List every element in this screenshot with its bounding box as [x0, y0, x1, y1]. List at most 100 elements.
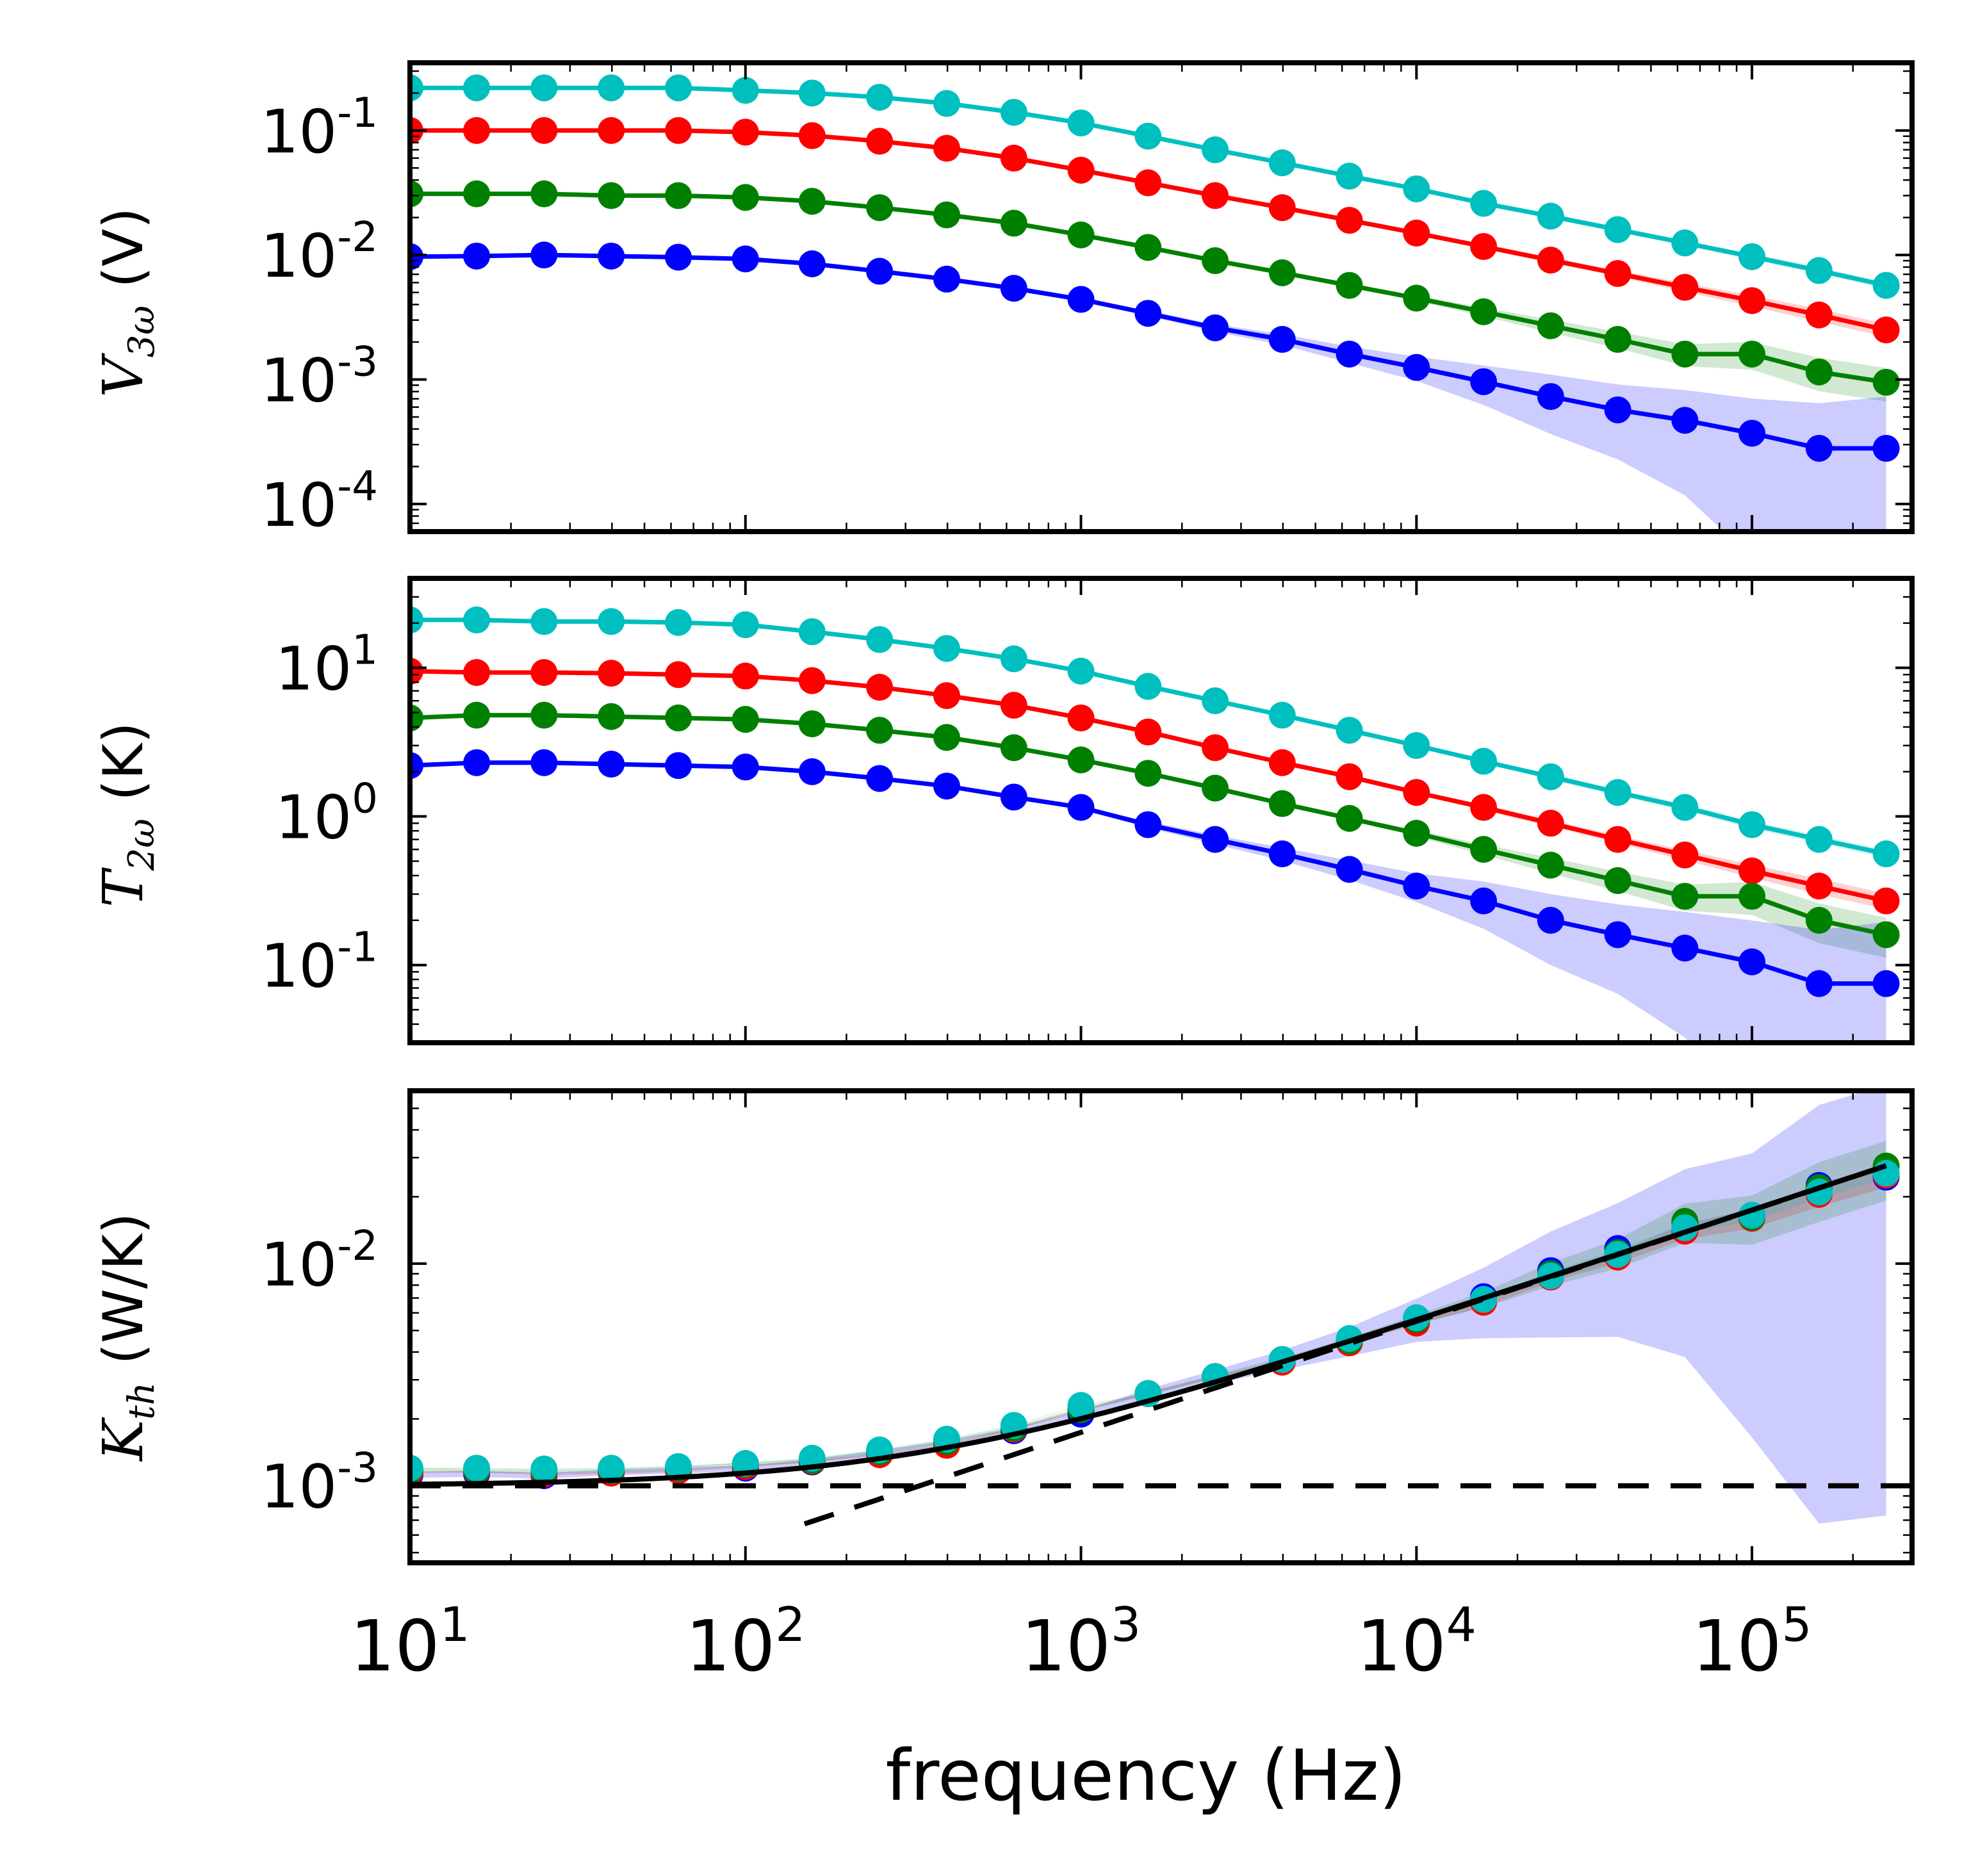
x-tick-label: 102: [685, 1597, 805, 1687]
t2w-blue-point: [732, 753, 759, 781]
v3w-y-axis-label-text: V3ω (V): [92, 208, 163, 398]
t2w-cyan-point: [1537, 763, 1564, 790]
kth-axes-frame: [407, 1088, 1915, 1565]
t2w-red-point: [1336, 763, 1363, 790]
t2w-axes-frame: [407, 576, 1915, 1045]
t2w-red-point: [530, 658, 558, 686]
v3w-y-tick-exponent: -3: [337, 339, 378, 386]
t2w-red-point: [665, 661, 692, 689]
v3w-y-tick-label: 10-4: [261, 463, 378, 541]
t2w-green-point: [665, 704, 692, 731]
v3w-cyan-point: [530, 74, 558, 102]
t2w-red-point: [1537, 810, 1564, 837]
t2w-cyan-point: [665, 608, 692, 636]
t2w-blue-point: [1470, 887, 1498, 915]
v3w-blue-point: [798, 250, 826, 277]
v3w-cyan-point: [1000, 99, 1027, 126]
v3w-blue-point: [1604, 396, 1631, 423]
kth-cyan-point: [463, 1455, 491, 1482]
v3w-blue-point: [1000, 275, 1027, 302]
v3w-green-point: [933, 201, 960, 229]
t2w-series-green: [410, 701, 1900, 949]
x-tick-base: 10: [685, 1605, 775, 1687]
v3w-green-point: [1872, 368, 1900, 396]
t2w-green-point: [732, 706, 759, 733]
t2w-green-point: [1336, 804, 1363, 832]
t2w-series-red: [410, 657, 1900, 915]
v3w-series-blue: [410, 241, 1900, 462]
t2w-red-point: [1268, 749, 1296, 776]
v3w-red-point: [732, 118, 759, 146]
t2w-y-tick-label: 100: [275, 776, 378, 853]
v3w-red-point: [798, 122, 826, 149]
t2w-cyan-point: [1470, 747, 1498, 775]
t2w-green-point: [866, 717, 894, 744]
t2w-blue-point: [598, 750, 625, 778]
v3w-cyan-point: [1671, 229, 1699, 257]
t2w-green-point: [1470, 836, 1498, 863]
v3w-blue-point: [530, 241, 558, 269]
v3w-blue-point: [1202, 314, 1229, 341]
t2w-red-point: [1872, 887, 1900, 915]
v3w-cyan-point: [1537, 202, 1564, 230]
t2w-red-point: [1134, 718, 1162, 746]
v3w-blue-point: [1134, 300, 1162, 327]
kth-y-tick-exponent: -3: [337, 1445, 378, 1492]
x-tick-base: 10: [350, 1605, 439, 1687]
t2w-green-point: [463, 701, 491, 729]
v3w-green-point: [665, 182, 692, 209]
t2w-cyan-point: [1872, 840, 1900, 868]
kth-y-axis-label-text: Kth (W/K): [92, 1212, 163, 1462]
v3w-y-tick-base: 10: [261, 347, 338, 416]
v3w-y-tick-exponent: -4: [337, 463, 378, 510]
x-tick-base: 10: [1692, 1605, 1782, 1687]
t2w-cyan-point: [463, 606, 491, 633]
v3w-red-point: [1134, 169, 1162, 197]
t2w-green-point: [410, 704, 423, 731]
t2w-series-cyan: [410, 606, 1900, 868]
v3w-cyan-point: [598, 74, 625, 102]
t2w-blue-point: [1000, 783, 1027, 811]
t2w-blue-point: [1134, 811, 1162, 838]
v3w-cyan-point: [1336, 162, 1363, 190]
kth-y-tick-label: 10-3: [261, 1445, 378, 1522]
t2w-y-axis-label-text: T2ω (K): [92, 722, 163, 908]
v3w-blue-point: [732, 245, 759, 273]
t2w-blue-point: [463, 749, 491, 776]
v3w-y-tick-base: 10: [261, 471, 338, 541]
v3w-green-point: [1805, 358, 1833, 386]
v3w-y-tick-label: 10-3: [261, 339, 378, 416]
v3w-cyan-point: [1470, 190, 1498, 217]
v3w-blue-point: [933, 265, 960, 293]
v3w-green-point: [1470, 298, 1498, 325]
v3w-blue-point: [463, 242, 491, 270]
v3w-red-point: [1000, 144, 1027, 172]
t2w-blue-point: [1872, 970, 1900, 997]
kth-cyan-point: [665, 1453, 692, 1480]
kth-cyan-point: [1872, 1159, 1900, 1187]
v3w-green-point: [598, 182, 625, 209]
t2w-blue-point: [866, 765, 894, 792]
v3w-red-point: [665, 117, 692, 144]
v3w-y-tick-exponent: -1: [337, 90, 378, 137]
t2w-cyan-point: [598, 608, 625, 635]
v3w-cyan-point: [1202, 136, 1229, 163]
t2w-cyan-point: [1268, 701, 1296, 729]
x-tick-exponent: 3: [1111, 1597, 1141, 1652]
v3w-cyan-point: [798, 79, 826, 107]
v3w-blue-point: [1805, 434, 1833, 462]
t2w-red-point: [933, 682, 960, 710]
t2w-red-point: [866, 674, 894, 701]
t2w-blue-point: [798, 758, 826, 785]
t2w-cyan-point: [1067, 657, 1095, 685]
v3w-green-point: [1067, 221, 1095, 249]
t2w-y-tick-label: 10-1: [261, 924, 378, 1002]
t2w-green-point: [1134, 760, 1162, 787]
v3w-series-cyan: [410, 74, 1900, 299]
x-tick-label: 104: [1357, 1597, 1476, 1687]
t2w-blue-point: [933, 772, 960, 800]
v3w-cyan-point: [1268, 149, 1296, 177]
t2w-green-point: [1537, 851, 1564, 879]
x-tick-exponent: 4: [1446, 1597, 1476, 1652]
t2w-blue-point: [1537, 906, 1564, 934]
